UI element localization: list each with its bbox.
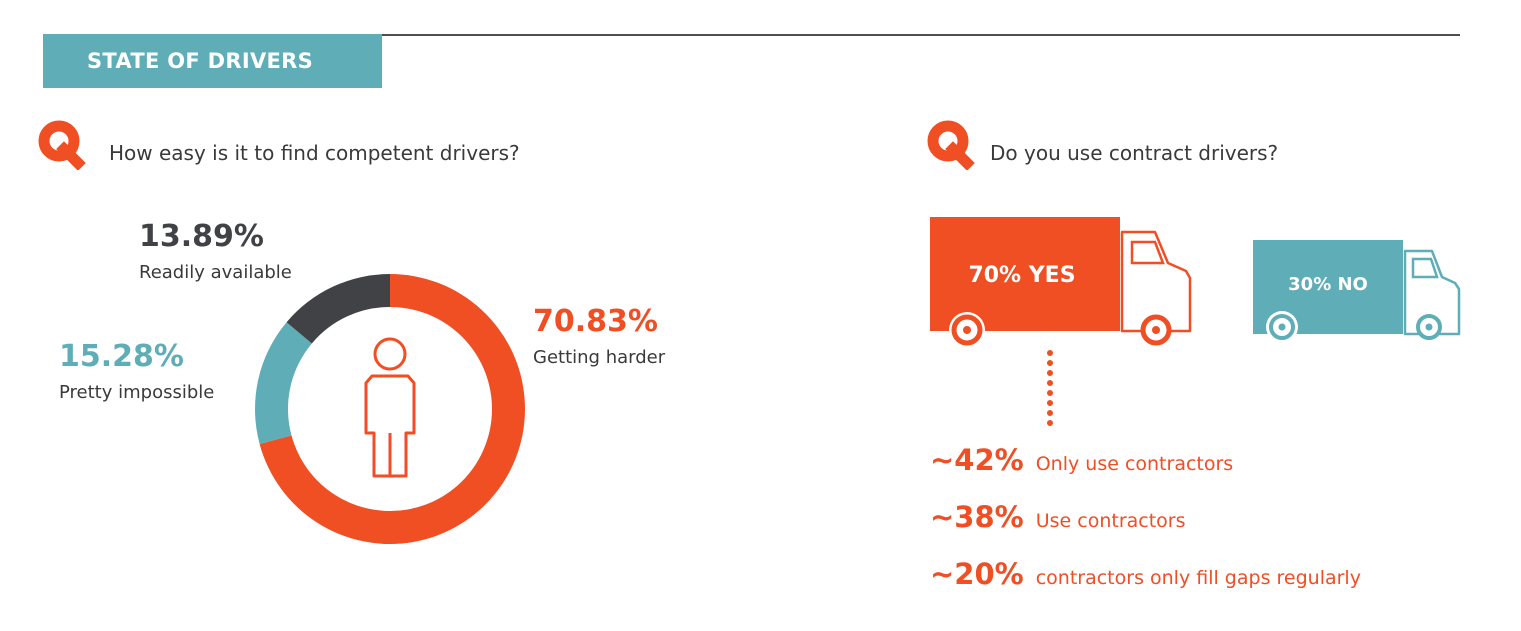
truck-yes-label: 70% YES — [968, 263, 1075, 288]
slice-label-pretty-impossible: Pretty impossible — [59, 382, 215, 403]
breakdown-label: contractors only fill gaps regularly — [1035, 567, 1361, 589]
question-1-text: How easy is it to find competent drivers… — [109, 141, 520, 165]
truck-yes: 70% YES — [930, 217, 1192, 348]
slice-label-getting-harder: Getting harder — [533, 347, 666, 368]
slice-value-pretty-impossible: 15.28% — [59, 339, 184, 374]
donut-slice-pretty-impossible — [255, 322, 312, 444]
breakdown-value: ~20% — [930, 557, 1024, 591]
header-rule — [43, 34, 1460, 36]
donut-chart — [255, 274, 525, 544]
truck-no: 30% NO — [1253, 240, 1461, 343]
donut-slice-readily-available — [286, 274, 390, 344]
breakdown-value: ~42% — [930, 443, 1024, 477]
breakdown-item: ~20% contractors only fill gaps regularl… — [930, 557, 1361, 591]
q-icon — [38, 120, 86, 170]
person-icon — [364, 337, 416, 478]
truck-chart: 70% YES 30% NO — [930, 217, 1461, 348]
breakdown-item: ~42% Only use contractors — [930, 443, 1233, 477]
dotted-connector — [1047, 350, 1053, 426]
q-icon — [927, 120, 975, 170]
slice-value-readily-available: 13.89% — [139, 219, 264, 254]
breakdown-label: Only use contractors — [1035, 453, 1234, 475]
section-title: STATE OF DRIVERS — [43, 34, 382, 88]
slice-value-getting-harder: 70.83% — [533, 304, 658, 339]
breakdown-item: ~38% Use contractors — [930, 500, 1186, 534]
breakdown-value: ~38% — [930, 500, 1024, 534]
slice-label-readily-available: Readily available — [139, 262, 292, 283]
truck-no-label: 30% NO — [1288, 274, 1368, 295]
question-2-text: Do you use contract drivers? — [990, 141, 1279, 165]
breakdown-label: Use contractors — [1035, 510, 1186, 532]
